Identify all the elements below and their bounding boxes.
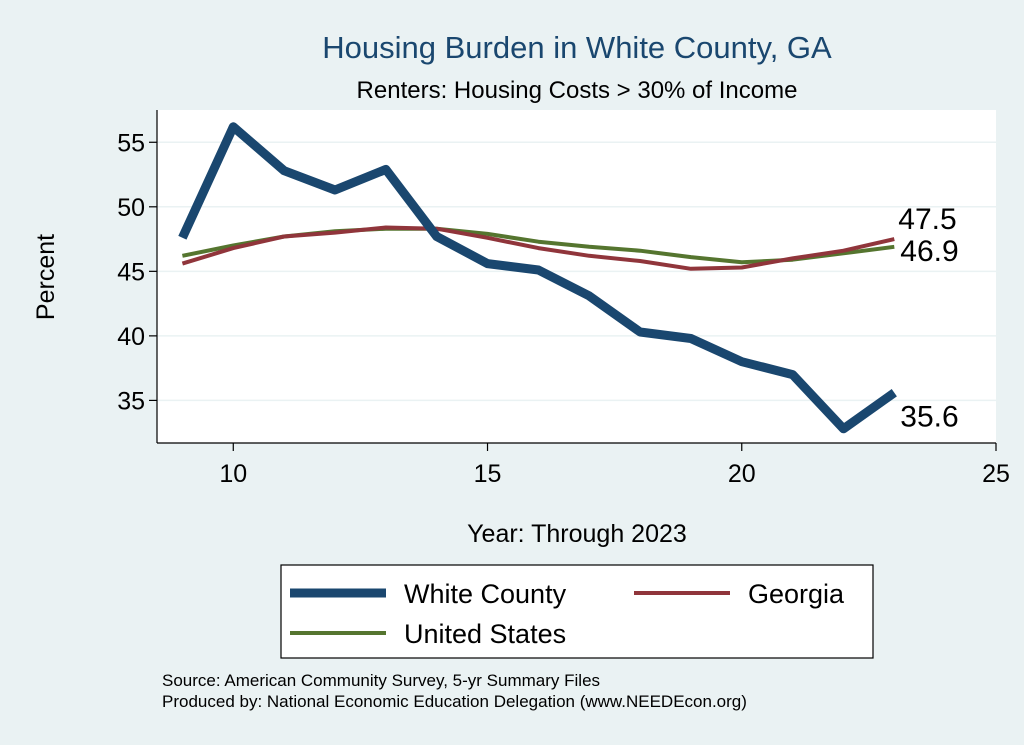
legend-label-georgia: Georgia — [748, 579, 845, 609]
legend-box — [280, 564, 874, 659]
x-ticks: 10 15 20 25 — [219, 443, 1010, 488]
x-tick-label-25: 25 — [982, 460, 1010, 488]
series-line-white-county — [178, 122, 897, 434]
x-axis-title: Year: Through 2023 — [467, 520, 687, 548]
producer-note: Produced by: National Economic Education… — [162, 692, 747, 711]
end-label-georgia: 47.5 — [898, 203, 956, 236]
y-tick-label-50: 50 — [117, 194, 145, 222]
legend-item-georgia: Georgia — [634, 579, 845, 609]
y-tick-label-55: 55 — [117, 129, 145, 157]
end-label-united-states: 46.9 — [900, 235, 958, 268]
y-tick-label-45: 45 — [117, 258, 145, 286]
y-ticks: 35 40 45 50 55 — [117, 129, 157, 415]
end-labels: 35.6 47.546.9 — [898, 203, 958, 434]
y-tick-label-40: 40 — [117, 323, 145, 351]
gridlines — [157, 141, 996, 402]
source-note: Source: American Community Survey, 5-yr … — [162, 671, 600, 690]
legend-label-white-county: White County — [404, 579, 567, 609]
legend-label-united-states: United States — [404, 619, 566, 649]
x-tick-label-10: 10 — [219, 460, 247, 488]
chart-subtitle: Renters: Housing Costs > 30% of Income — [357, 77, 798, 104]
chart-title: Housing Burden in White County, GA — [322, 30, 832, 65]
plot-area — [157, 110, 996, 443]
end-label-white-county: 35.6 — [900, 401, 958, 434]
legend-item-white-county: White County — [290, 579, 567, 609]
series-lines — [178, 122, 897, 434]
series-line-georgia — [181, 225, 895, 271]
y-tick-label-35: 35 — [117, 387, 145, 415]
x-tick-label-20: 20 — [728, 460, 756, 488]
legend-item-united-states: United States — [290, 619, 566, 649]
x-tick-label-15: 15 — [474, 460, 502, 488]
y-axis-title: Percent — [32, 234, 60, 320]
